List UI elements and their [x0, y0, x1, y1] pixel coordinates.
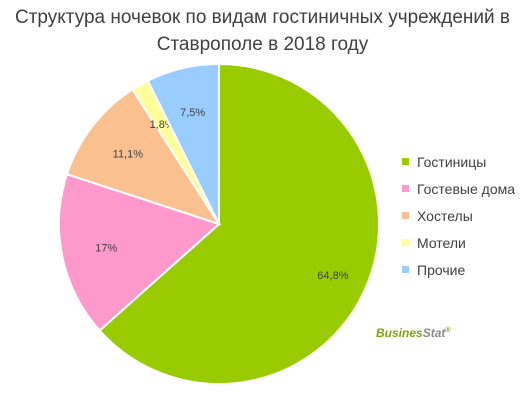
legend-item-4: Прочие	[402, 256, 515, 283]
chart-title: Структура ночевок по видам гостиничных у…	[0, 4, 525, 58]
legend-swatch-3	[402, 239, 409, 246]
data-label-2: 11,1%	[113, 149, 144, 161]
logo-registered-mark: ®	[445, 327, 451, 334]
legend-swatch-4	[402, 266, 409, 273]
logo-text-part-2: Stat	[422, 326, 446, 340]
legend-label-1: Гостевые дома	[417, 180, 516, 197]
legend-swatch-1	[402, 185, 409, 192]
data-label-1: 17%	[95, 243, 117, 255]
pie-slice-1	[58, 172, 221, 332]
data-label-0: 64,8%	[317, 270, 348, 282]
chart-legend: Гостиницы Гостевые дома Хостелы Мотели Прочи…	[402, 148, 515, 283]
legend-label-3: Мотели	[417, 234, 466, 251]
legend-swatch-2	[402, 212, 409, 219]
chart-title-line-2: Ставрополе в 2018 году	[156, 34, 369, 55]
chart-title-line-1: Структура ночевок по видам гостиничных у…	[14, 7, 510, 28]
legend-item-2: Хостелы	[402, 202, 515, 229]
businesstat-logo: BusinesStat®	[376, 326, 451, 340]
legend-label-4: Прочие	[417, 261, 466, 278]
logo-text-part-1: Busines	[376, 326, 423, 340]
legend-label-2: Хостелы	[417, 207, 473, 224]
data-label-4: 7,5%	[180, 107, 205, 119]
legend-swatch-0	[402, 158, 409, 165]
legend-label-0: Гостиницы	[417, 153, 487, 170]
legend-item-0: Гостиницы	[402, 148, 515, 175]
pie-slice-4	[146, 62, 220, 225]
pie-slice-2	[65, 88, 222, 226]
legend-item-3: Мотели	[402, 229, 515, 256]
pie-slice-0	[98, 62, 380, 385]
legend-item-1: Гостевые дома	[402, 175, 515, 202]
